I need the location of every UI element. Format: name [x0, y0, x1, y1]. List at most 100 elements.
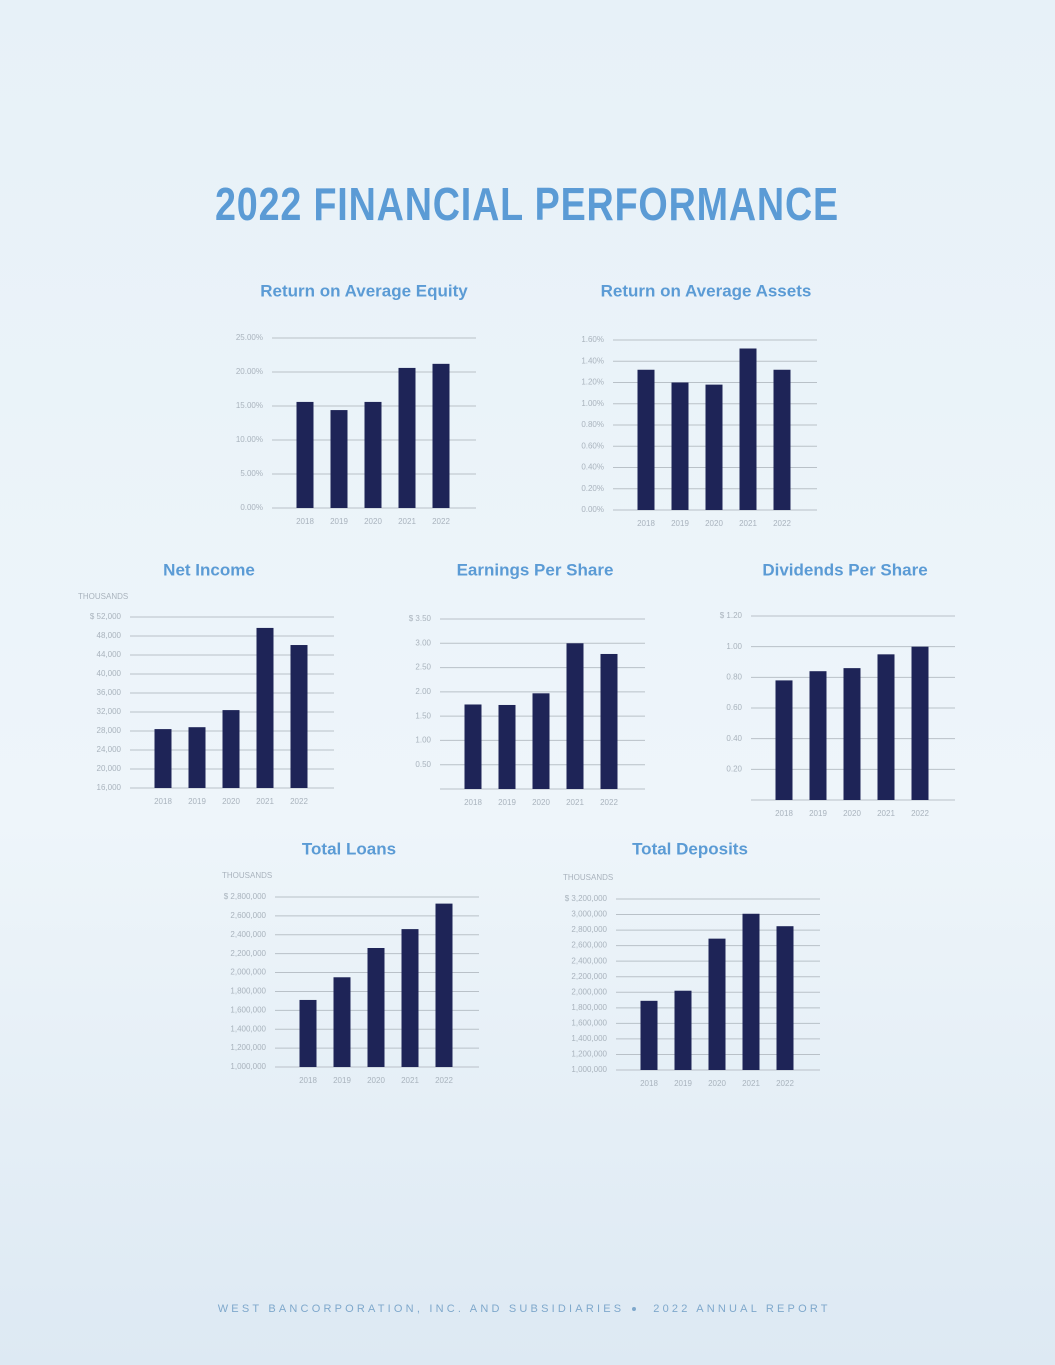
bar: [435, 903, 453, 1067]
bar: [256, 627, 274, 788]
y-tick-label: 48,000: [97, 631, 122, 640]
y-tick-label: 5.00%: [240, 469, 263, 478]
bar: [637, 369, 655, 510]
axis-label: THOUSANDS: [563, 873, 613, 882]
x-tick-label: 2018: [637, 519, 655, 528]
y-tick-label: $ 1.20: [720, 611, 743, 620]
x-tick-label: 2022: [911, 809, 929, 818]
bar: [566, 643, 584, 789]
y-tick-label: 0.80: [726, 672, 742, 681]
chart-title: Total Loans: [302, 839, 396, 858]
y-tick-label: 2.00: [415, 687, 431, 696]
y-tick-label: 0.20%: [581, 484, 604, 493]
x-tick-label: 2018: [299, 1076, 317, 1085]
x-tick-label: 2022: [776, 1079, 794, 1088]
y-tick-label: 1.00%: [581, 399, 604, 408]
x-tick-label: 2018: [464, 798, 482, 807]
bar: [809, 671, 827, 800]
bar: [773, 369, 791, 510]
y-tick-label: 1,600,000: [571, 1018, 607, 1027]
y-tick-label: $ 52,000: [90, 612, 122, 621]
bar: [775, 680, 793, 800]
y-tick-label: 2,000,000: [230, 968, 266, 977]
y-tick-label: 0.00%: [240, 503, 263, 512]
y-tick-label: 0.80%: [581, 420, 604, 429]
bar: [776, 926, 794, 1070]
bar: [398, 367, 416, 508]
y-tick-label: 2.50: [415, 663, 431, 672]
bar: [671, 382, 689, 510]
bar: [498, 704, 516, 789]
y-tick-label: 28,000: [97, 726, 122, 735]
y-tick-label: 16,000: [97, 783, 122, 792]
y-tick-label: 0.00%: [581, 505, 604, 514]
y-tick-label: 0.60%: [581, 441, 604, 450]
y-tick-label: $ 3.50: [409, 614, 432, 623]
bar: [330, 410, 348, 508]
x-tick-label: 2022: [432, 517, 450, 526]
bar: [742, 913, 760, 1070]
x-tick-label: 2020: [705, 519, 723, 528]
y-tick-label: 1,400,000: [571, 1034, 607, 1043]
bar: [296, 401, 314, 508]
y-tick-label: 1,200,000: [230, 1043, 266, 1052]
bar: [674, 990, 692, 1070]
y-tick-label: 25.00%: [236, 333, 263, 342]
y-tick-label: 10.00%: [236, 435, 263, 444]
y-tick-label: 20.00%: [236, 367, 263, 376]
footer-right: 2022 ANNUAL REPORT: [653, 1303, 830, 1315]
footer-bullet: [632, 1307, 636, 1311]
x-tick-label: 2022: [435, 1076, 453, 1085]
y-tick-label: 1.40%: [581, 356, 604, 365]
y-tick-label: 1.00: [415, 736, 431, 745]
y-tick-label: 2,800,000: [571, 925, 607, 934]
y-tick-label: 1,400,000: [230, 1024, 266, 1033]
x-tick-label: 2021: [742, 1079, 760, 1088]
y-tick-label: 1,200,000: [571, 1050, 607, 1059]
bar: [739, 348, 757, 510]
page-title: 2022 FINANCIAL PERFORMANCE: [215, 179, 839, 230]
y-tick-label: 1,000,000: [230, 1062, 266, 1071]
bar: [367, 948, 385, 1067]
y-tick-label: 2,600,000: [230, 911, 266, 920]
bar: [464, 704, 482, 789]
x-tick-label: 2019: [671, 519, 689, 528]
y-tick-label: 1,600,000: [230, 1005, 266, 1014]
y-tick-label: 20,000: [97, 764, 122, 773]
x-tick-label: 2021: [256, 797, 274, 806]
bar: [640, 1000, 658, 1070]
bar: [364, 401, 382, 508]
bar: [401, 929, 419, 1067]
x-tick-label: 2020: [367, 1076, 385, 1085]
bar: [877, 654, 895, 800]
y-tick-label: 0.20: [726, 764, 742, 773]
chart-title: Return on Average Assets: [601, 281, 812, 300]
y-tick-label: 36,000: [97, 688, 122, 697]
chart-title: Dividends Per Share: [762, 560, 927, 579]
bar: [299, 999, 317, 1067]
bar: [843, 668, 861, 800]
bar: [222, 710, 240, 788]
footer-left: WEST BANCORPORATION, INC. AND SUBSIDIARI…: [218, 1303, 625, 1315]
chart-title: Net Income: [163, 560, 255, 579]
y-tick-label: 24,000: [97, 745, 122, 754]
x-tick-label: 2018: [640, 1079, 658, 1088]
x-tick-label: 2021: [739, 519, 757, 528]
x-tick-label: 2019: [333, 1076, 351, 1085]
y-tick-label: 32,000: [97, 707, 122, 716]
x-tick-label: 2019: [674, 1079, 692, 1088]
bar: [708, 938, 726, 1070]
x-tick-label: 2019: [188, 797, 206, 806]
x-tick-label: 2020: [364, 517, 382, 526]
y-tick-label: 0.50: [415, 760, 431, 769]
x-tick-label: 2022: [600, 798, 618, 807]
bar: [600, 653, 618, 789]
x-tick-label: 2019: [498, 798, 516, 807]
axis-label: THOUSANDS: [78, 592, 128, 601]
y-tick-label: 3.00: [415, 638, 431, 647]
y-tick-label: 2,200,000: [571, 972, 607, 981]
y-tick-label: 2,600,000: [571, 941, 607, 950]
axis-label: THOUSANDS: [222, 871, 272, 880]
y-tick-label: 2,400,000: [571, 956, 607, 965]
